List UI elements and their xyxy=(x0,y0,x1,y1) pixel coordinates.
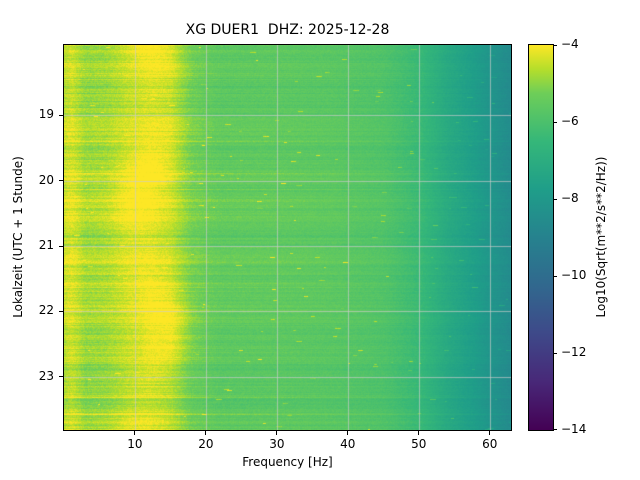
x-tick-label: 40 xyxy=(340,437,356,451)
chart-title: XG DUER1 DHZ: 2025-12-28 xyxy=(185,22,390,38)
y-tick-mark xyxy=(59,180,63,182)
colorbar-tick-label: −14 xyxy=(561,422,587,436)
x-tick-mark xyxy=(489,431,491,435)
x-axis-ticks: 10 20 30 40 50 60 xyxy=(64,430,511,452)
x-tick-mark xyxy=(347,431,349,435)
y-tick-mark xyxy=(59,114,63,116)
colorbar-tick-mark xyxy=(553,198,557,200)
y-tick-mark xyxy=(59,245,63,247)
colorbar-tick-mark xyxy=(553,45,557,46)
x-tick-label: 10 xyxy=(127,437,143,451)
plot-area xyxy=(63,44,512,431)
y-tick-label: 19 xyxy=(38,107,54,122)
colorbar-tick-label: −10 xyxy=(561,268,587,282)
y-tick-label: 21 xyxy=(38,238,54,252)
colorbar-ticks: −4 −6 −8 −10 −12 −14 xyxy=(553,37,593,436)
y-tick-label: 22 xyxy=(38,303,54,318)
y-tick-label: 20 xyxy=(38,172,54,187)
colorbar-tick-mark xyxy=(553,275,557,277)
y-tick-mark xyxy=(59,310,63,312)
y-tick-mark xyxy=(59,376,63,378)
x-tick-label: 20 xyxy=(198,437,214,451)
y-tick-label: 23 xyxy=(38,368,54,383)
x-axis-label: Frequency [Hz] xyxy=(242,455,333,469)
x-tick-label: 50 xyxy=(411,437,427,451)
colorbar-tick-mark xyxy=(553,429,557,430)
x-tick-mark xyxy=(276,431,278,435)
x-tick-label: 60 xyxy=(482,437,498,451)
colorbar-label: Log10(Sqrt(m**2/s**2/Hz)) xyxy=(594,156,608,318)
spectrogram-canvas xyxy=(64,45,511,430)
colorbar-tick-label: −8 xyxy=(561,191,579,205)
colorbar-tick-label: −6 xyxy=(561,114,579,128)
colorbar xyxy=(528,44,554,431)
colorbar-tick-mark xyxy=(553,352,557,354)
colorbar-tick-label: −12 xyxy=(561,345,587,359)
y-axis-ticks: 19 20 21 22 23 xyxy=(0,45,63,430)
colorbar-tick-label: −4 xyxy=(561,37,579,51)
x-tick-mark xyxy=(205,431,207,435)
x-tick-mark xyxy=(418,431,420,435)
x-tick-mark xyxy=(134,431,136,435)
x-tick-label: 30 xyxy=(269,437,285,451)
colorbar-tick-mark xyxy=(553,121,557,123)
